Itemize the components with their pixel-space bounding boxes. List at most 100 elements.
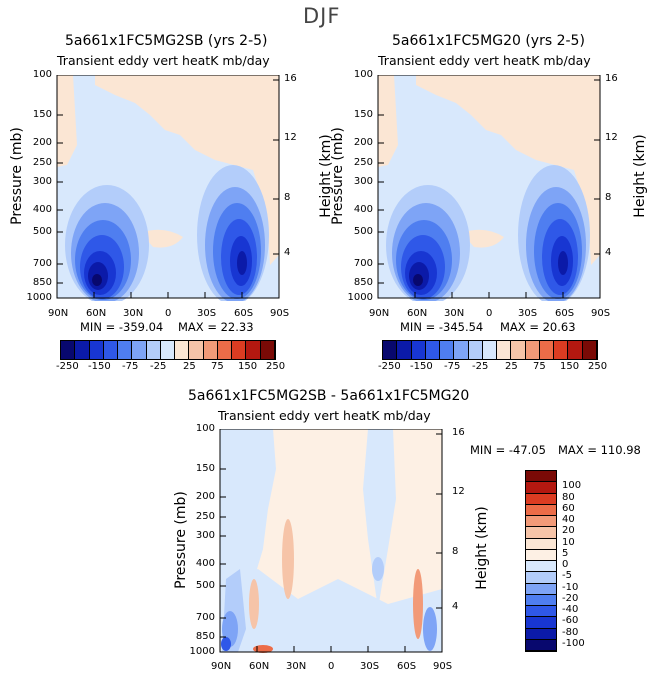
panel3-plot: [219, 429, 443, 653]
panel1-colorbar-swatch: [61, 341, 76, 359]
panel3-xtick: 90N: [211, 661, 232, 672]
panel2-positive-strip: [378, 75, 398, 167]
panel2-xticks: 90N 60N 30N 0 30S 60S 90S: [369, 308, 610, 322]
panel3-tickmarks: [220, 429, 442, 652]
panel3-cb-label: -10: [562, 581, 579, 593]
panel3-colorbar-swatch: [526, 594, 556, 606]
panel1-sh-core: [237, 251, 247, 275]
panel3-positive-streak-1: [282, 519, 294, 599]
panel2-xtick: 60N: [407, 308, 428, 319]
panel1-cb-label: -25: [150, 361, 167, 372]
panel2-ytick: 1000: [347, 292, 373, 303]
panel1-colorbar-swatch: [132, 341, 147, 359]
panel3-xtick: 60N: [249, 661, 270, 672]
panel3-ylabel: Pressure (mb): [173, 491, 189, 589]
panel2-colorbar-swatch: [568, 341, 583, 359]
panel2-colorbar-swatch: [511, 341, 526, 359]
panel2-plot: [377, 75, 601, 301]
panel2-ytick: 150: [353, 109, 373, 120]
panel2-title: 5a661x1FC5MG20 (yrs 2-5): [392, 33, 585, 49]
panel1-ytick: 300: [32, 176, 52, 187]
panel1-ytick: 150: [32, 109, 52, 120]
panel3-cb-label: -60: [562, 615, 579, 627]
panel3-cb-label: 60: [562, 502, 575, 514]
panel3-xtick: 30S: [360, 661, 380, 672]
panel2-colorbar-labels: -250 -150 -75 -25 25 75 150 250: [378, 361, 618, 375]
panel1-xtick: 90N: [48, 308, 69, 319]
panel3-height-ticks: 16 12 8 4: [452, 427, 472, 657]
panel2-cb-label: 75: [533, 361, 546, 372]
panel1-xtick: 90S: [270, 308, 290, 319]
panel2-ylabel-right: Height (km): [632, 134, 648, 218]
panel3-colorbar-swatch: [526, 572, 556, 584]
panel1-max-label: MAX = 22.33: [178, 320, 254, 334]
panel1-ytick: 250: [32, 157, 52, 168]
panel3-ytick: 500: [195, 580, 215, 591]
panel2-colorbar-swatch: [468, 341, 483, 359]
panel3-cb-label: -80: [562, 626, 579, 638]
panel2-htick: 16: [605, 73, 618, 84]
panel2-htick: 8: [605, 192, 612, 203]
panel1-cb-label: 75: [211, 361, 224, 372]
panel3-colorbar-swatch: [526, 482, 556, 494]
panel3-colorbar-swatch: [526, 471, 556, 483]
panel1-title: 5a661x1FC5MG2SB (yrs 2-5): [65, 33, 268, 49]
panel3-colorbar-labels: 100 80 60 40 20 10 5 0 -5 -10 -20 -40 -60 -80 -100: [562, 475, 602, 655]
panel3-cb-label: 40: [562, 514, 575, 525]
panel3-htick: 12: [452, 486, 465, 497]
panel3-cb-label: -20: [562, 592, 579, 604]
panel2-positive-region: [416, 75, 600, 265]
panel2-ytick: 200: [353, 137, 373, 148]
panel2-colorbar-swatch: [383, 341, 398, 359]
panel2-nh-core: [413, 274, 423, 286]
panel1-colorbar: [60, 340, 276, 360]
panel3-title: 5a661x1FC5MG2SB - 5a661x1FC5MG20: [188, 388, 470, 404]
panel1-ytick: 1000: [26, 292, 52, 303]
panel1-positive-region: [95, 75, 279, 265]
panel2-xtick: 0: [486, 308, 493, 319]
panel1-colorbar-swatch: [75, 341, 90, 359]
panel1-xtick: 0: [165, 308, 172, 319]
panel2-min-label: MIN = -345.54: [400, 320, 484, 334]
panel2-xtick: 60S: [555, 308, 575, 319]
panel2-htick: 4: [605, 247, 612, 258]
panel3-colorbar-swatch: [526, 583, 556, 595]
panel3-positive-streak-3: [413, 569, 423, 639]
panel3-positive-streak-2: [249, 579, 259, 629]
panel3-colorbar-swatch: [526, 639, 556, 651]
panel3-subtitle: Transient eddy vert heatK mb/day: [218, 408, 431, 423]
panel2-cb-label: -25: [472, 361, 489, 372]
panel1-ytick: 400: [32, 204, 52, 215]
panel2-xtick: 90N: [369, 308, 390, 319]
panel3-colorbar: [525, 470, 557, 652]
panel2-ytick: 400: [353, 204, 373, 215]
panel3-ytick: 700: [195, 612, 215, 623]
panel3-colorbar-swatch: [526, 504, 556, 516]
panel3-ytick: 300: [195, 530, 215, 541]
panel2-colorbar-swatch: [554, 341, 569, 359]
figure-title: DJF: [303, 4, 341, 28]
panel1-xticks: 90N 60N 30N 0 30S 60S 90S: [48, 308, 290, 322]
panel1-htick: 16: [284, 73, 297, 84]
panel1-colorbar-swatch: [217, 341, 233, 359]
panel2-colorbar-swatch: [539, 341, 555, 359]
panel1-subtitle: Transient eddy vert heatK mb/day: [57, 53, 270, 68]
panel1-colorbar-swatch: [89, 341, 104, 359]
panel3-cb-label: 5: [562, 547, 569, 559]
panel1-cb-label: 25: [183, 361, 196, 372]
panel3-cb-label: -100: [562, 637, 585, 649]
panel1-xtick: 30N: [123, 308, 144, 319]
panel1-htick: 8: [284, 192, 291, 203]
panel3-negative-spot-2: [221, 637, 231, 651]
panel1-cb-label: -75: [122, 361, 139, 372]
panel2-ytick: 100: [353, 69, 373, 80]
panel1-ytick: 200: [32, 137, 52, 148]
panel1-xtick: 60N: [86, 308, 107, 319]
panel1-equator-blob: [141, 229, 183, 248]
panel2-ylabel: Pressure (mb): [330, 127, 346, 225]
panel2-cb-label: 25: [505, 361, 518, 372]
panel3-ytick: 150: [195, 463, 215, 474]
panel2-cb-label: -75: [444, 361, 461, 372]
panel3-colorbar-swatch: [526, 606, 556, 618]
panel1-cb-label: 150: [238, 361, 258, 372]
